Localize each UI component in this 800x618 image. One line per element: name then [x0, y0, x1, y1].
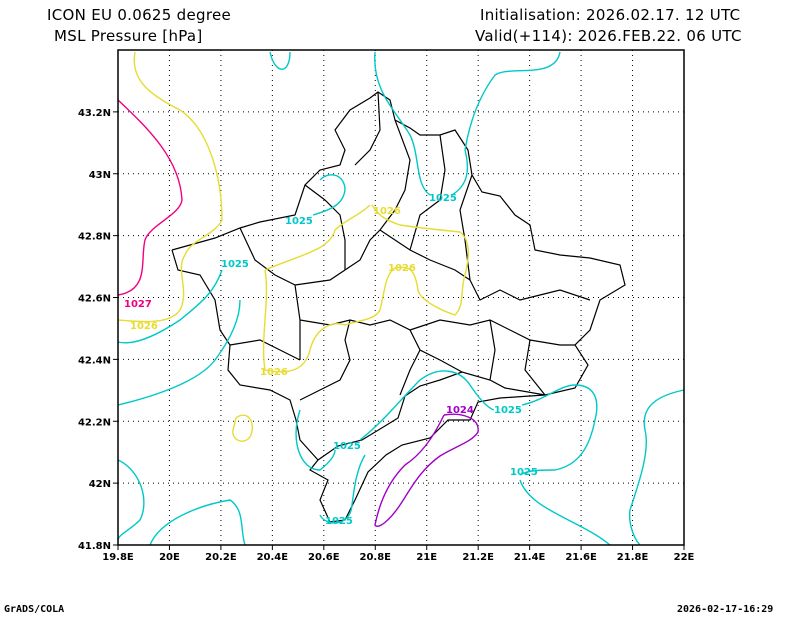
x-tick-label: 21.4E [514, 552, 546, 563]
isobars [117, 51, 685, 546]
x-tick-label: 19.8E [102, 552, 134, 563]
plot-frame [117, 49, 685, 546]
axis-ticks: 19.8E 20E 20.2E 20.4E 20.6E 20.8E 21E 21.2E 21.4… [78, 108, 695, 563]
isobar-1025 [319, 454, 366, 524]
label-1025: 1025 [429, 193, 457, 204]
isobar-1025 [628, 389, 685, 546]
municipal-borders [229, 91, 591, 401]
x-tick-label: 20.2E [205, 552, 237, 563]
label-1026: 1026 [130, 321, 158, 332]
x-tick-label: 21E [416, 552, 437, 563]
isobar-1025 [374, 51, 561, 196]
isobar-1026 [262, 204, 469, 373]
label-1025: 1025 [221, 259, 249, 270]
isobar-1025 [295, 370, 611, 546]
y-tick-label: 43N [89, 170, 111, 181]
grid-lines [118, 50, 684, 545]
isobar-1024 [374, 413, 479, 527]
isobar-1026 [232, 414, 253, 442]
label-1025: 1025 [333, 441, 361, 452]
x-tick-label: 20E [159, 552, 180, 563]
label-1027: 1027 [124, 299, 152, 310]
y-tick-label: 41.8N [78, 541, 111, 552]
x-tick-label: 21.6E [565, 552, 597, 563]
x-tick-label: 20.6E [308, 552, 340, 563]
x-tick-label: 22E [674, 552, 695, 563]
isobar-1025 [312, 174, 346, 216]
variable-title: MSL Pressure [hPa] [54, 27, 203, 45]
label-1026: 1026 [373, 206, 401, 217]
x-tick-label: 20.8E [360, 552, 392, 563]
x-tick-label: 20.4E [257, 552, 289, 563]
isobar-1027 [117, 99, 183, 296]
label-1026: 1026 [260, 367, 288, 378]
x-tick-label: 21.2E [462, 552, 494, 563]
label-1025: 1025 [325, 516, 353, 527]
y-tick-label: 43.2N [78, 108, 111, 119]
isobar-labels: 1027 1026 1026 1026 1026 1025 1025 1025 … [124, 193, 538, 527]
label-1026: 1026 [388, 263, 416, 274]
y-tick-label: 42.8N [78, 232, 111, 243]
y-tick-label: 42.4N [78, 355, 111, 366]
y-tick-label: 42.2N [78, 417, 111, 428]
valid-time: Valid(+114): 2026.FEB.22. 06 UTC [475, 27, 742, 45]
isobar-1025 [117, 299, 241, 406]
model-title: ICON EU 0.0625 degree [47, 6, 232, 24]
label-1024: 1024 [446, 405, 474, 416]
x-tick-label: 21.8E [617, 552, 649, 563]
isobar-1025 [117, 269, 223, 344]
label-1025: 1025 [494, 405, 522, 416]
y-tick-label: 42.6N [78, 294, 111, 305]
country-outline [171, 91, 626, 523]
isobar-1026 [117, 51, 223, 323]
label-1025: 1025 [285, 216, 313, 227]
initialisation-time: Initialisation: 2026.02.17. 12 UTC [480, 6, 741, 24]
isobar-1025 [269, 51, 291, 70]
y-tick-label: 42N [89, 479, 111, 490]
software-credit: GrADS/COLA [4, 604, 65, 615]
label-1025: 1025 [510, 467, 538, 478]
admin-borders [171, 91, 626, 523]
isobar-1025 [117, 459, 246, 546]
plot-timestamp: 2026-02-17-16:29 [677, 604, 774, 615]
